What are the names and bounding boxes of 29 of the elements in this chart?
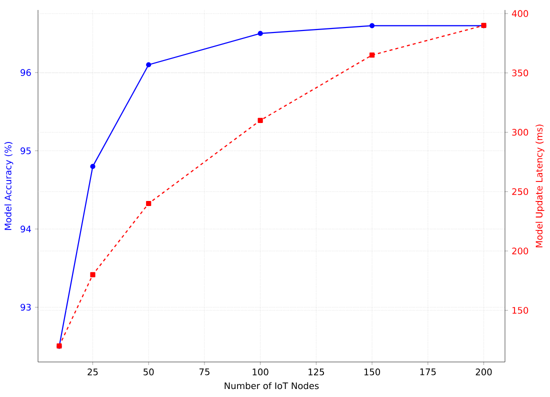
point: [90, 164, 96, 169]
x-tick-label: 50: [144, 368, 154, 376]
point: [90, 272, 96, 278]
point: [146, 62, 152, 68]
y-tick-label: 96: [20, 69, 31, 76]
x-tick-label: 175: [420, 368, 436, 376]
y2-axis-title: Model Update Latency (ms): [536, 124, 544, 248]
x-tick-label: 75: [199, 368, 210, 376]
x-axis-title: Number of IoT Nodes: [224, 382, 319, 390]
x-tick-label: 200: [476, 368, 492, 376]
y2-tick-label: 250: [512, 188, 528, 196]
y-axis-title: Model Accuracy (%): [4, 142, 14, 230]
y2-tick-label: 300: [512, 128, 528, 136]
point: [258, 118, 263, 123]
y-tick-label: 95: [20, 147, 31, 154]
y-tick-label: 93: [20, 304, 31, 311]
y2-tick-label: 200: [512, 248, 528, 254]
point: [146, 200, 152, 206]
point: [369, 52, 375, 58]
point: [258, 30, 263, 36]
point: [369, 23, 375, 28]
y-tick-label: 94: [20, 226, 31, 232]
y2-tick-label: 150: [512, 306, 528, 314]
y2-tick-label: 350: [512, 70, 528, 76]
x-tick-label: 100: [252, 368, 268, 376]
x-tick-label: 125: [308, 368, 324, 376]
x-tick-label: 25: [88, 368, 98, 376]
y2-tick-label: 400: [512, 10, 528, 17]
x-tick-label: 150: [364, 368, 380, 376]
